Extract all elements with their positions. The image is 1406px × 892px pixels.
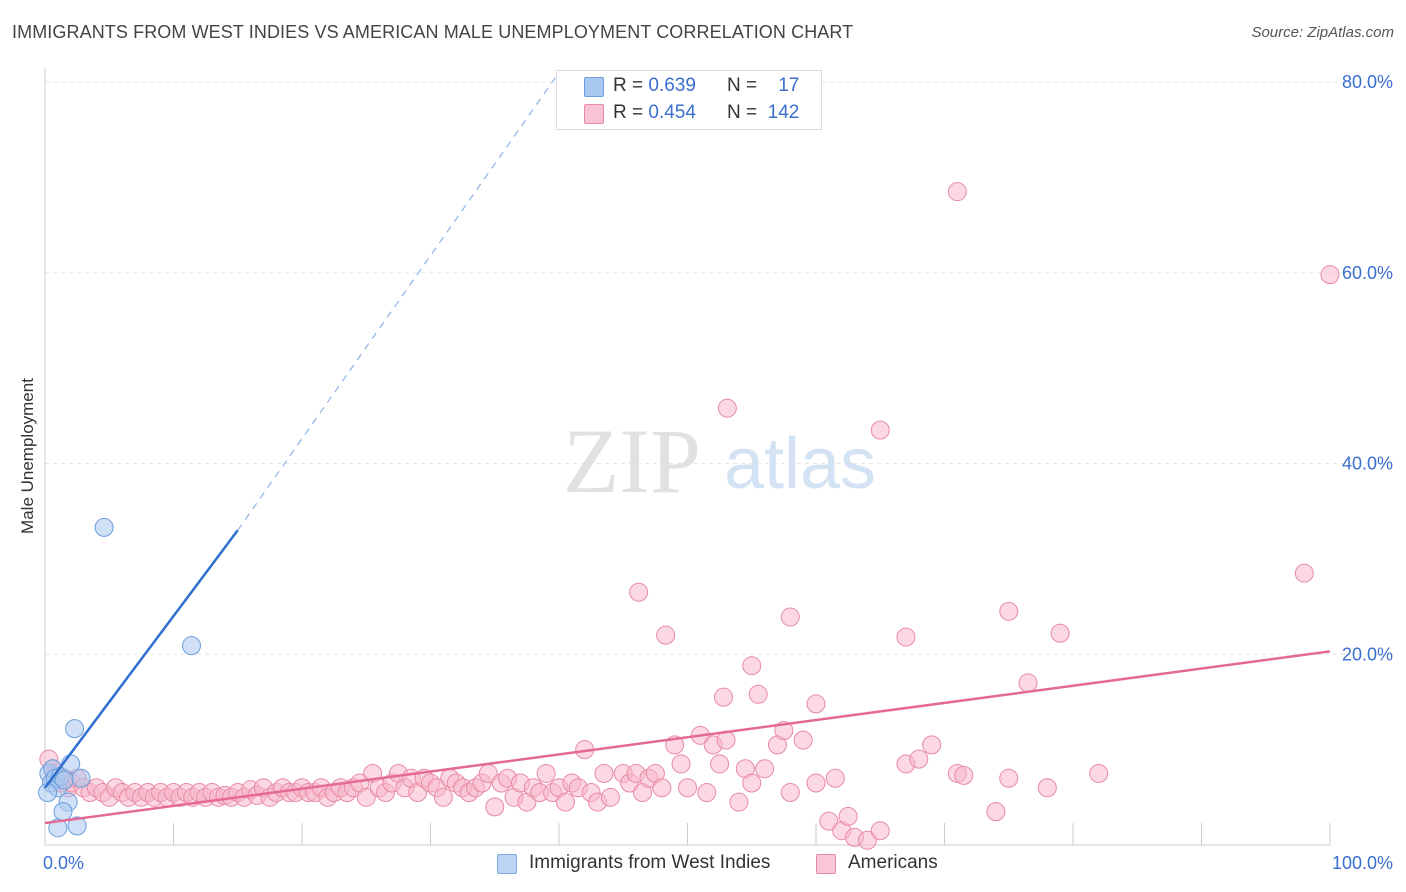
legend-n-label: N = xyxy=(727,75,763,96)
americans-point xyxy=(748,684,768,704)
legend-swatch-americans xyxy=(584,104,604,124)
legend-r: R = 0.639 xyxy=(613,75,696,97)
americans-point xyxy=(780,607,800,627)
legend-swatch-west-indies xyxy=(497,854,517,874)
americans-point xyxy=(652,778,672,798)
legend-label-americans: Americans xyxy=(848,852,938,873)
legend-r-value: 0.454 xyxy=(648,102,696,123)
watermark-zip: ZIP xyxy=(563,410,701,512)
americans-point xyxy=(678,778,697,798)
y-tick-label: 60.0% xyxy=(1342,263,1393,283)
americans-point xyxy=(986,802,1006,822)
grid-lines xyxy=(45,81,1392,655)
americans-point xyxy=(780,783,800,803)
tick-labels: 20.0% 40.0% 60.0% 80.0% 0.0% 100.0% xyxy=(43,72,1393,873)
americans-point xyxy=(485,797,505,817)
legend-swatch-west-indies xyxy=(584,77,604,97)
americans-point xyxy=(1294,563,1314,583)
americans-point xyxy=(729,792,749,812)
americans-point xyxy=(793,730,813,750)
source-label: Source: ZipAtlas.com xyxy=(1251,24,1394,41)
west-indies-point xyxy=(54,770,74,790)
americans-point xyxy=(999,768,1019,788)
americans-point xyxy=(922,735,942,755)
americans-point xyxy=(433,787,453,807)
americans-point xyxy=(1018,673,1038,693)
americans-point xyxy=(1089,763,1109,783)
series-legend: Immigrants from West Indies Americans xyxy=(0,852,1406,878)
legend-label-west-indies: Immigrants from West Indies xyxy=(529,852,771,873)
west-indies-point xyxy=(71,768,91,788)
x-tick-label: 100.0% xyxy=(1332,853,1393,873)
americans-point xyxy=(806,694,826,714)
americans-point xyxy=(629,582,649,602)
americans-point xyxy=(909,749,929,769)
americans-point xyxy=(710,754,730,774)
americans-point xyxy=(870,420,890,440)
americans-point xyxy=(1037,778,1057,798)
americans-point xyxy=(555,792,575,812)
americans-point xyxy=(1320,265,1340,285)
y-tick-label: 20.0% xyxy=(1342,644,1393,664)
americans-point xyxy=(954,765,974,785)
americans-point xyxy=(947,182,967,202)
americans-point xyxy=(870,821,890,841)
legend-r-value: 0.639 xyxy=(648,75,696,96)
americans-point xyxy=(742,773,762,793)
americans-point xyxy=(356,787,376,807)
data-points xyxy=(38,182,1340,850)
americans-point xyxy=(857,830,877,850)
americans-point xyxy=(600,787,620,807)
axes xyxy=(44,68,1331,846)
trend-lines xyxy=(43,72,1331,825)
americans-point xyxy=(713,687,733,707)
americans-point xyxy=(755,759,775,779)
legend-r-label: R = xyxy=(613,102,649,123)
west-indies-trend-line xyxy=(43,529,239,789)
y-tick-label: 40.0% xyxy=(1342,454,1393,474)
americans-point xyxy=(999,601,1019,621)
west-indies-point xyxy=(67,816,87,836)
correlation-legend: R = 0.639 N = 17 R = 0.454 N = 142 xyxy=(556,70,822,130)
americans-point xyxy=(1050,623,1070,643)
chart-title: IMMIGRANTS FROM WEST INDIES VS AMERICAN … xyxy=(12,22,854,42)
y-tick-label: 80.0% xyxy=(1342,72,1393,92)
x-tick-label: 0.0% xyxy=(43,853,84,873)
legend-n-label: N = xyxy=(727,102,763,123)
west-indies-point xyxy=(181,636,201,656)
americans-point xyxy=(806,773,826,793)
legend-swatch-americans xyxy=(816,854,836,874)
americans-point xyxy=(838,806,858,826)
watermark: ZIP atlas xyxy=(563,410,876,512)
watermark-atlas: atlas xyxy=(724,424,876,504)
americans-point xyxy=(656,625,676,645)
legend-n-value: 142 xyxy=(767,102,800,123)
americans-point xyxy=(819,811,839,831)
legend-n-value: 17 xyxy=(778,75,800,96)
americans-point xyxy=(671,754,691,774)
legend-row-west-indies: R = 0.639 N = 17 xyxy=(557,74,821,100)
legend-n: N = 142 xyxy=(727,102,799,124)
west-indies-point xyxy=(53,802,73,822)
americans-point xyxy=(896,627,916,647)
americans-trend-line xyxy=(44,650,1331,825)
legend-n: N = 17 xyxy=(727,75,799,97)
americans-point xyxy=(594,763,614,783)
americans-point xyxy=(697,783,717,803)
americans-point xyxy=(536,763,556,783)
legend-r: R = 0.454 xyxy=(613,102,696,124)
legend-row-americans: R = 0.454 N = 142 xyxy=(557,101,821,127)
legend-r-label: R = xyxy=(613,75,649,96)
west-indies-point xyxy=(65,719,85,739)
americans-point xyxy=(825,768,845,788)
americans-point xyxy=(742,656,762,676)
west-indies-point xyxy=(94,517,114,537)
americans-point xyxy=(717,398,737,418)
west-indies-trend-extension xyxy=(237,72,560,531)
